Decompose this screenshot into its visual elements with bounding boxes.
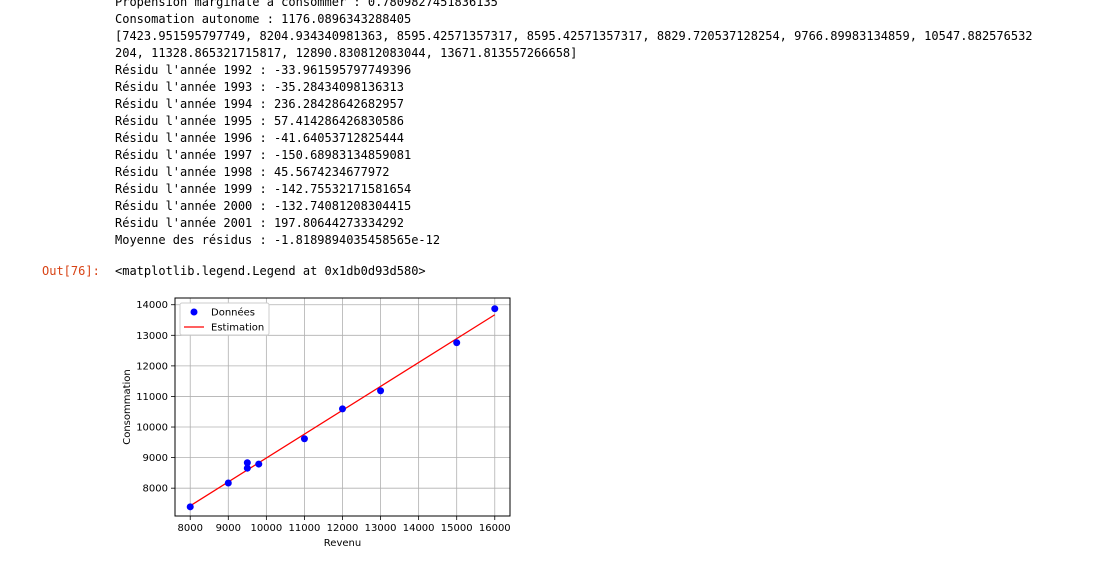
y-tick-label: 12000	[136, 361, 168, 372]
x-tick-label: 12000	[327, 523, 359, 534]
y-tick-label: 13000	[136, 331, 168, 342]
output-line: 204, 11328.865321715817, 12890.830812083…	[115, 46, 578, 60]
y-tick-label: 14000	[136, 300, 168, 311]
output-line: Propension marginale à consommer : 0.780…	[115, 0, 498, 9]
output-line: Résidu l'année 1994 : 236.28428642682957	[115, 97, 404, 111]
output-line: Résidu l'année 1998 : 45.5674234677972	[115, 165, 390, 179]
x-axis-label: Revenu	[324, 538, 361, 549]
data-point	[186, 503, 194, 511]
chart-legend: Données Estimation	[179, 302, 270, 336]
y-tick-label: 8000	[143, 484, 168, 495]
output-line: [7423.951595797749, 8204.934340981363, 8…	[115, 29, 1033, 43]
output-line: Résidu l'année 1996 : -41.64053712825444	[115, 131, 404, 145]
x-tick-label: 13000	[365, 523, 397, 534]
data-point	[224, 479, 232, 487]
output-repr: <matplotlib.legend.Legend at 0x1db0d93d5…	[115, 264, 426, 278]
legend-label-estimation: Estimation	[211, 323, 264, 334]
x-tick-label: 16000	[479, 523, 511, 534]
output-line: Résidu l'année 1992 : -33.96159579774939…	[115, 63, 412, 77]
output-line: Résidu l'année 1999 : -142.7553217158165…	[115, 182, 412, 196]
x-tick-label: 11000	[289, 523, 321, 534]
data-point	[243, 464, 251, 472]
x-tick-label: 15000	[441, 523, 473, 534]
output-line: Résidu l'année 2001 : 197.80644273334292	[115, 216, 404, 230]
y-tick-label: 10000	[136, 423, 168, 434]
y-axis-ticks: 8000 9000 10000 11000 12000 13000 14000	[136, 300, 175, 495]
x-tick-label: 14000	[403, 523, 435, 534]
data-point	[491, 305, 499, 313]
y-tick-label: 11000	[136, 392, 168, 403]
cell-output-text: Propension marginale à consommer : 0.780…	[115, 0, 1033, 249]
out-prompt: Out[76]:	[42, 264, 100, 278]
x-tick-label: 8000	[178, 523, 203, 534]
output-line: Moyenne des résidus : -1.818989403545856…	[115, 233, 441, 247]
data-point	[339, 405, 346, 413]
data-point	[453, 339, 461, 347]
output-line: Consomation autonome : 1176.089634328840…	[115, 12, 412, 26]
data-point	[300, 435, 308, 443]
y-tick-label: 9000	[143, 453, 168, 464]
donnees-series	[186, 305, 499, 511]
legend-marker-donnees	[190, 308, 198, 316]
data-point	[377, 387, 385, 395]
data-point	[255, 460, 263, 468]
legend-label-donnees: Données	[211, 307, 255, 319]
output-line: Résidu l'année 2000 : -132.7408120830441…	[115, 199, 412, 213]
output-line: Résidu l'année 1993 : -35.28434098136313	[115, 80, 404, 94]
y-axis-label: Consommation	[122, 369, 133, 445]
chart-grid	[175, 298, 510, 516]
data-point	[243, 459, 251, 467]
output-line: Résidu l'année 1995 : 57.414286426830586	[115, 114, 404, 128]
x-tick-label: 9000	[216, 523, 241, 534]
x-axis-ticks: 8000 9000 10000 11000 12000 13000 14000 15000 16…	[178, 516, 511, 534]
output-line: Résidu l'année 1997 : -150.6898313485908…	[115, 148, 412, 162]
x-tick-label: 10000	[250, 523, 282, 534]
